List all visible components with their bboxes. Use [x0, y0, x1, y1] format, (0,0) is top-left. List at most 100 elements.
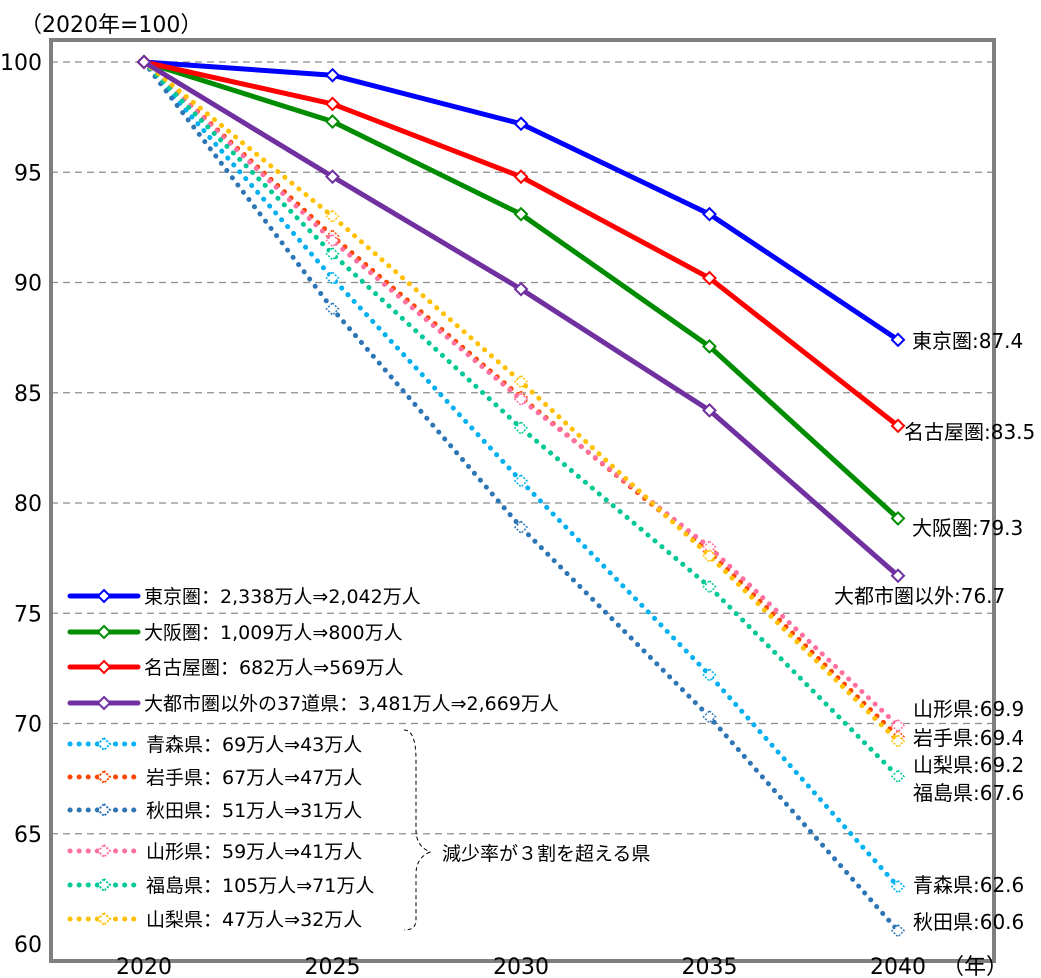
series-point [702, 548, 717, 563]
series-point [513, 169, 529, 185]
series-point [513, 392, 529, 407]
series-point [325, 114, 340, 129]
series-point [702, 339, 717, 354]
legend-item: 秋田県：51万人⇒31万人 [67, 800, 362, 822]
series-point [325, 246, 340, 261]
series-point [325, 271, 340, 286]
series-point [325, 169, 340, 185]
end-label: 東京圏:87.4 [912, 329, 1023, 353]
series-7 [136, 54, 906, 733]
legend-label: 福島県：105万人⇒71万人 [146, 875, 374, 897]
legend-item: 名古屋圏：682万人⇒569万人 [67, 657, 403, 679]
y-tick-label: 60 [14, 933, 42, 958]
series-point [513, 374, 529, 389]
series-point [325, 209, 340, 224]
bracket-note: 減少率が３割を超える県 [442, 843, 650, 865]
legend-label: 山梨県：47万人⇒32万人 [146, 909, 362, 931]
series-point [513, 281, 529, 297]
series-line-0 [141, 59, 901, 343]
series-point [890, 734, 906, 749]
legend-marker [96, 802, 112, 818]
series-line-5 [141, 59, 901, 740]
series-point [890, 769, 906, 784]
series-layer [136, 54, 906, 938]
series-point [702, 667, 717, 683]
legend-item: 青森県：69万人⇒43万人 [67, 734, 362, 756]
x-tick-label: 2035 [682, 955, 738, 978]
series-2 [136, 54, 906, 434]
series-point [890, 511, 906, 526]
series-point [890, 923, 906, 938]
end-label: 福島県:67.6 [913, 781, 1024, 805]
legend-label: 名古屋圏：682万人⇒569万人 [144, 657, 403, 679]
legend-marker [96, 624, 112, 640]
series-line-7 [141, 59, 901, 729]
series-point [325, 67, 340, 83]
series-point [890, 568, 906, 584]
series-point [513, 206, 529, 222]
end-label: 秋田県:60.6 [913, 910, 1024, 934]
series-point [325, 301, 340, 317]
legend-label: 大都市圏以外の37道県：3,481万人⇒2,669万人 [144, 693, 559, 715]
legend-marker [96, 911, 112, 927]
legend-marker [96, 588, 112, 604]
y-tick-label: 80 [14, 492, 42, 517]
series-0 [136, 54, 906, 348]
legend-item: 山梨県：47万人⇒32万人 [67, 909, 362, 931]
series-line-9 [141, 59, 901, 744]
series-point [890, 418, 906, 434]
series-point [513, 420, 529, 436]
end-label: 大阪圏:79.3 [912, 516, 1023, 540]
series-point [890, 879, 906, 894]
series-point [702, 270, 717, 286]
legend-marker [96, 769, 112, 785]
legend: 東京圏：2,338万人⇒2,042万人大阪圏：1,009万人⇒800万人名古屋圏… [67, 586, 559, 931]
legend-item: 岩手県：67万人⇒47万人 [67, 767, 362, 789]
y-tick-label: 85 [14, 382, 42, 407]
series-point [513, 473, 529, 489]
series-8 [136, 54, 906, 784]
series-point [702, 206, 717, 222]
series-point [702, 402, 717, 418]
y-axis-ticks: 60 65 70 75 80 85 90 95 100 [0, 51, 42, 958]
legend-item: 大阪圏：1,009万人⇒800万人 [67, 622, 403, 644]
series-point [325, 96, 340, 112]
y-tick-label: 70 [14, 713, 42, 738]
series-point [325, 233, 340, 248]
legend-item: 大都市圏以外の37道県：3,481万人⇒2,669万人 [67, 693, 559, 715]
y-tick-label: 90 [14, 272, 42, 297]
y-tick-label: 65 [14, 823, 42, 848]
legend-label: 青森県：69万人⇒43万人 [146, 734, 362, 756]
unit-note: （2020年=100） [20, 13, 202, 38]
end-label: 山形県:69.9 [913, 697, 1024, 721]
y-tick-label: 95 [14, 161, 42, 186]
x-tick-label: 2040 [870, 955, 926, 978]
legend-marker [96, 843, 112, 859]
legend-marker [96, 877, 112, 893]
legend-label: 秋田県：51万人⇒31万人 [146, 800, 362, 822]
x-axis-ticks: 2020 2025 2030 2035 2040 [116, 955, 926, 978]
y-tick-label: 100 [0, 51, 42, 76]
series-point [702, 709, 717, 724]
series-point [890, 332, 906, 348]
series-point [890, 718, 906, 733]
legend-item: 福島県：105万人⇒71万人 [67, 875, 374, 897]
series-point [513, 520, 529, 535]
x-tick-label: 2025 [305, 955, 361, 978]
legend-marker [96, 736, 112, 752]
end-labels: 東京圏:87.4 大阪圏:79.3 名古屋圏:83.5 大都市圏以外:76.7 青森県:… [834, 329, 1035, 934]
x-tick-label: 2030 [493, 955, 549, 978]
end-label: 大都市圏以外:76.7 [834, 584, 1005, 608]
series-point [702, 579, 717, 594]
series-point [702, 540, 717, 555]
legend-bracket [403, 729, 432, 931]
plot-frame [49, 38, 996, 963]
legend-label: 東京圏：2,338万人⇒2,042万人 [144, 586, 421, 608]
legend-marker [96, 695, 112, 711]
x-tick-label: 2020 [116, 955, 172, 978]
legend-item: 山形県：59万人⇒41万人 [67, 841, 362, 863]
end-label: 名古屋圏:83.5 [904, 420, 1035, 444]
end-label: 山梨県:69.2 [913, 753, 1024, 777]
series-3 [136, 54, 906, 584]
